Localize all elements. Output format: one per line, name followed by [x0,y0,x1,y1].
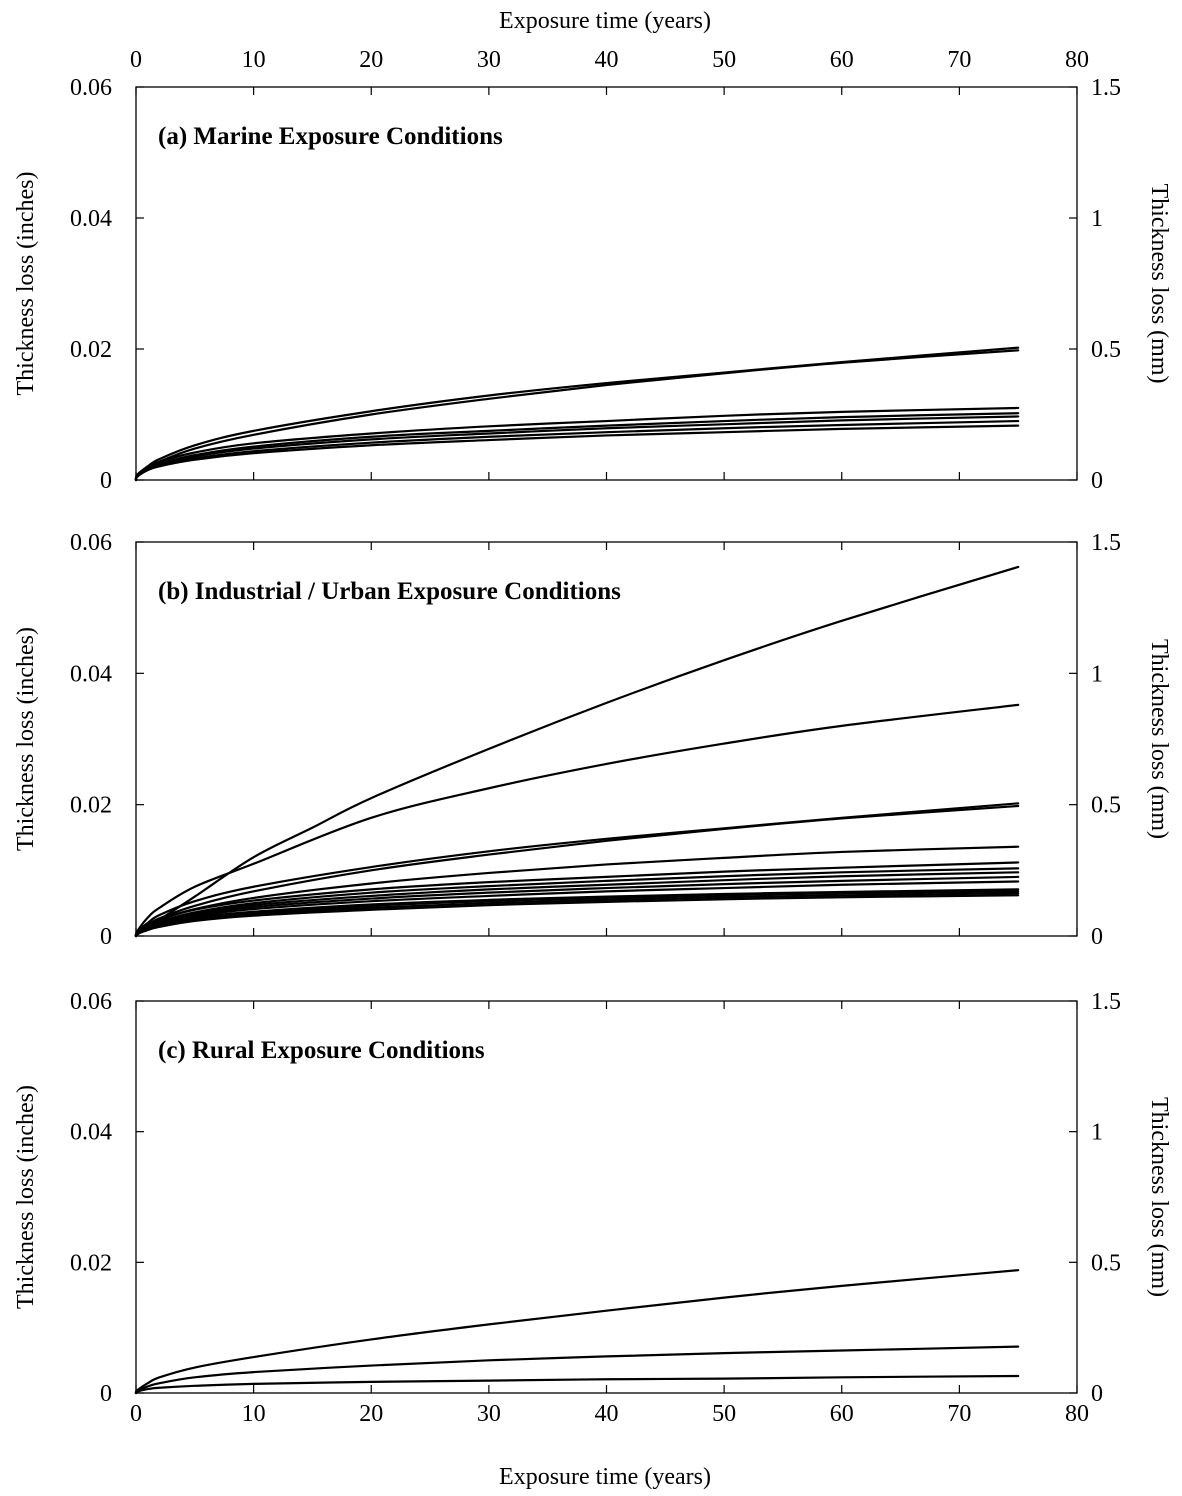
top-x-tick-label: 40 [595,47,619,73]
bottom-x-tick-label: 60 [830,1401,854,1427]
y-tick-label: 0.06 [70,989,112,1015]
chart-panel-3: 0 10 20 30 40 50 60 70 8000.020.040.0600.511.5Th… [13,989,1172,1427]
y-tick-label: 0.02 [70,1250,112,1276]
series-line-7 [134,424,1020,482]
top-x-tick-label: 80 [1065,47,1089,73]
y-tick-label: 0 [100,924,112,950]
bottom-x-tick-label: 40 [595,1401,619,1427]
bottom-x-tick-label: 10 [242,1401,266,1427]
y-axis-title: Thickness loss (inches) [13,172,39,396]
y-tick-label: 0.04 [70,661,112,687]
chart-panels: 0 10 20 30 40 50 60 70 8000.020.040.0600.511.5Th… [13,47,1172,1427]
y2-axis-title: Thickness loss (mm) [1146,184,1172,384]
y2-tick-label: 1 [1091,1120,1103,1146]
y-tick-label: 0 [100,1381,112,1407]
top-x-tick-label: 70 [947,47,971,73]
bottom-x-tick-label: 0 [130,1401,142,1427]
bottom-x-tick-label: 50 [712,1401,736,1427]
top-x-tick-label: 50 [712,47,736,73]
series-line-2 [134,1345,1020,1395]
y-axis-title: Thickness loss (inches) [13,1085,39,1309]
panel-title: (c) Rural Exposure Conditions [158,1037,485,1064]
y-tick-label: 0.02 [70,337,112,363]
panel-title: (b) Industrial / Urban Exposure Conditio… [158,578,621,605]
top-x-tick-label: 0 [130,47,142,73]
bottom-x-axis-title: Exposure time (years) [499,1464,711,1490]
chart-panel-2: 0 0.02 0.04 0.06 0 0.5 1 1.5 Thickness loss (inc… [13,530,1172,950]
series-line-14 [134,894,1020,938]
series-line-1 [134,1269,1020,1395]
y2-tick-label: 1.5 [1091,989,1121,1015]
bottom-x-tick-label: 30 [477,1401,501,1427]
y2-tick-label: 0 [1091,924,1103,950]
y2-tick-label: 1.5 [1091,75,1121,101]
top-x-tick-label: 10 [242,47,266,73]
chart-panel-1: 0 10 20 30 40 50 60 70 80 0 0.02 0.04 0.06 0 0.5 1 1.5 Th… [13,47,1172,494]
y-tick-label: 0.04 [70,1120,112,1146]
series-line-2 [134,703,1020,938]
top-x-tick-label: 30 [477,47,501,73]
y2-tick-label: 0.5 [1091,1250,1121,1276]
top-x-tick-label: 60 [830,47,854,73]
bottom-x-tick-label: 80 [1065,1401,1089,1427]
y-tick-label: 0 [100,468,112,494]
y2-axis-title: Thickness loss (mm) [1146,1097,1172,1297]
y-axis-title: Thickness loss (inches) [13,627,39,851]
y2-tick-label: 0 [1091,1381,1103,1407]
series-line-3 [134,802,1020,938]
y2-tick-label: 1 [1091,661,1103,687]
y2-tick-label: 0.5 [1091,793,1121,819]
y-tick-label: 0.06 [70,75,112,101]
y-tick-label: 0.04 [70,206,112,232]
top-x-tick-label: 20 [359,47,383,73]
y2-tick-label: 0.5 [1091,337,1121,363]
y-tick-label: 0.06 [70,530,112,556]
y2-tick-label: 1 [1091,206,1103,232]
y2-axis-title: Thickness loss (mm) [1146,639,1172,839]
series-line-3 [134,1374,1020,1395]
y2-tick-label: 0 [1091,468,1103,494]
series-line-6 [134,861,1020,938]
top-x-axis-title: Exposure time (years) [499,8,711,34]
bottom-x-tick-label: 70 [947,1401,971,1427]
panel-title: (a) Marine Exposure Conditions [158,123,503,150]
y-tick-label: 0.02 [70,793,112,819]
series-line-1 [134,346,1020,482]
y2-tick-label: 1.5 [1091,530,1121,556]
bottom-x-tick-label: 20 [359,1401,383,1427]
series-line-3 [134,406,1020,482]
